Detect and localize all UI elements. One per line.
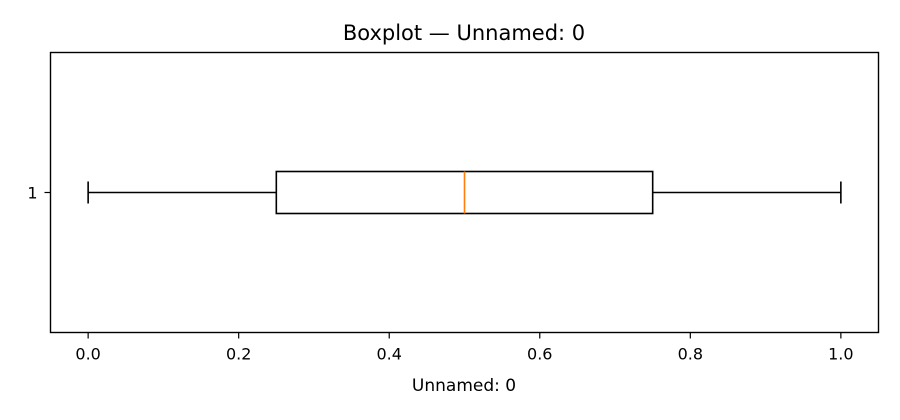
chart-marks [87, 170, 842, 215]
x-tick-label: 0.6 [527, 345, 552, 364]
x-tick-label: 0.0 [75, 345, 100, 364]
y-axis: 1 [27, 184, 51, 203]
x-tick-label: 0.2 [226, 345, 251, 364]
chart-title: Boxplot — Unnamed: 0 [343, 21, 585, 45]
x-tick-label: 0.4 [377, 345, 402, 364]
y-tick-label: 1 [27, 184, 37, 203]
x-axis: 0.0 0.2 0.4 0.6 0.8 1.0 [75, 332, 854, 364]
x-axis-label: Unnamed: 0 [412, 376, 516, 396]
x-tick-label: 1.0 [828, 345, 853, 364]
x-tick-label: 0.8 [678, 345, 703, 364]
